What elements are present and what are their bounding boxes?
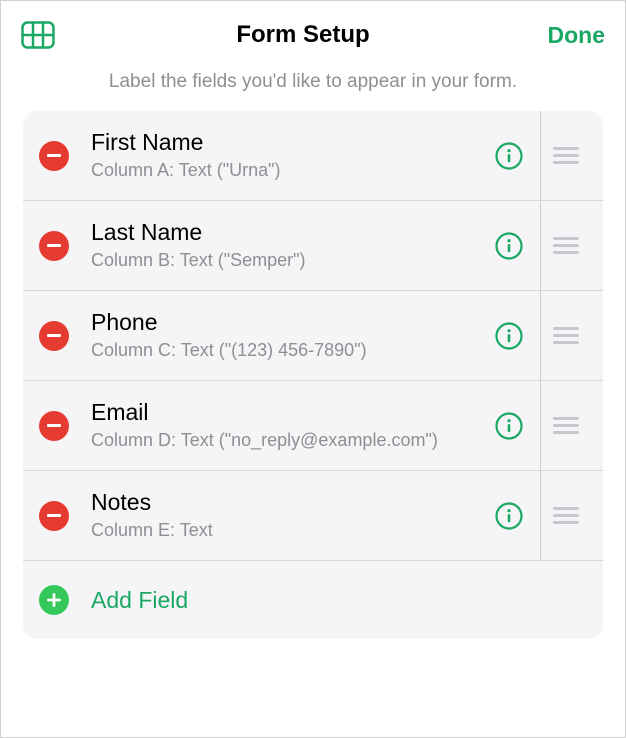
add-field-label: Add Field (91, 587, 188, 614)
field-row: Phone Column C: Text ("(123) 456-7890") (23, 291, 603, 381)
grid-icon[interactable] (21, 21, 55, 49)
field-row: First Name Column A: Text ("Urna") (23, 111, 603, 201)
field-row: Last Name Column B: Text ("Semper") (23, 201, 603, 291)
field-label: First Name (91, 129, 494, 157)
field-sublabel: Column C: Text ("(123) 456-7890") (91, 339, 494, 362)
field-sublabel: Column B: Text ("Semper") (91, 249, 494, 272)
add-icon[interactable] (39, 585, 69, 615)
field-sublabel: Column A: Text ("Urna") (91, 159, 494, 182)
field-label: Email (91, 399, 494, 427)
delete-icon[interactable] (39, 231, 69, 261)
drag-handle-icon[interactable] (541, 417, 591, 434)
info-icon[interactable] (494, 501, 524, 531)
done-button[interactable]: Done (525, 22, 605, 49)
delete-icon[interactable] (39, 141, 69, 171)
add-field-row[interactable]: Add Field (23, 561, 603, 639)
field-label: Last Name (91, 219, 494, 247)
field-sublabel: Column D: Text ("no_reply@example.com") (91, 429, 494, 452)
delete-icon[interactable] (39, 501, 69, 531)
info-icon[interactable] (494, 411, 524, 441)
delete-icon[interactable] (39, 321, 69, 351)
drag-handle-icon[interactable] (541, 507, 591, 524)
header: Form Setup Done (1, 1, 625, 61)
page-title: Form Setup (81, 21, 525, 49)
fields-list: First Name Column A: Text ("Urna") Last … (23, 111, 603, 639)
drag-handle-icon[interactable] (541, 327, 591, 344)
field-sublabel: Column E: Text (91, 519, 494, 542)
info-icon[interactable] (494, 321, 524, 351)
field-label: Phone (91, 309, 494, 337)
field-row: Email Column D: Text ("no_reply@example.… (23, 381, 603, 471)
field-label: Notes (91, 489, 494, 517)
delete-icon[interactable] (39, 411, 69, 441)
info-icon[interactable] (494, 141, 524, 171)
field-row: Notes Column E: Text (23, 471, 603, 561)
drag-handle-icon[interactable] (541, 237, 591, 254)
info-icon[interactable] (494, 231, 524, 261)
drag-handle-icon[interactable] (541, 147, 591, 164)
subtitle: Label the fields you'd like to appear in… (1, 61, 625, 111)
